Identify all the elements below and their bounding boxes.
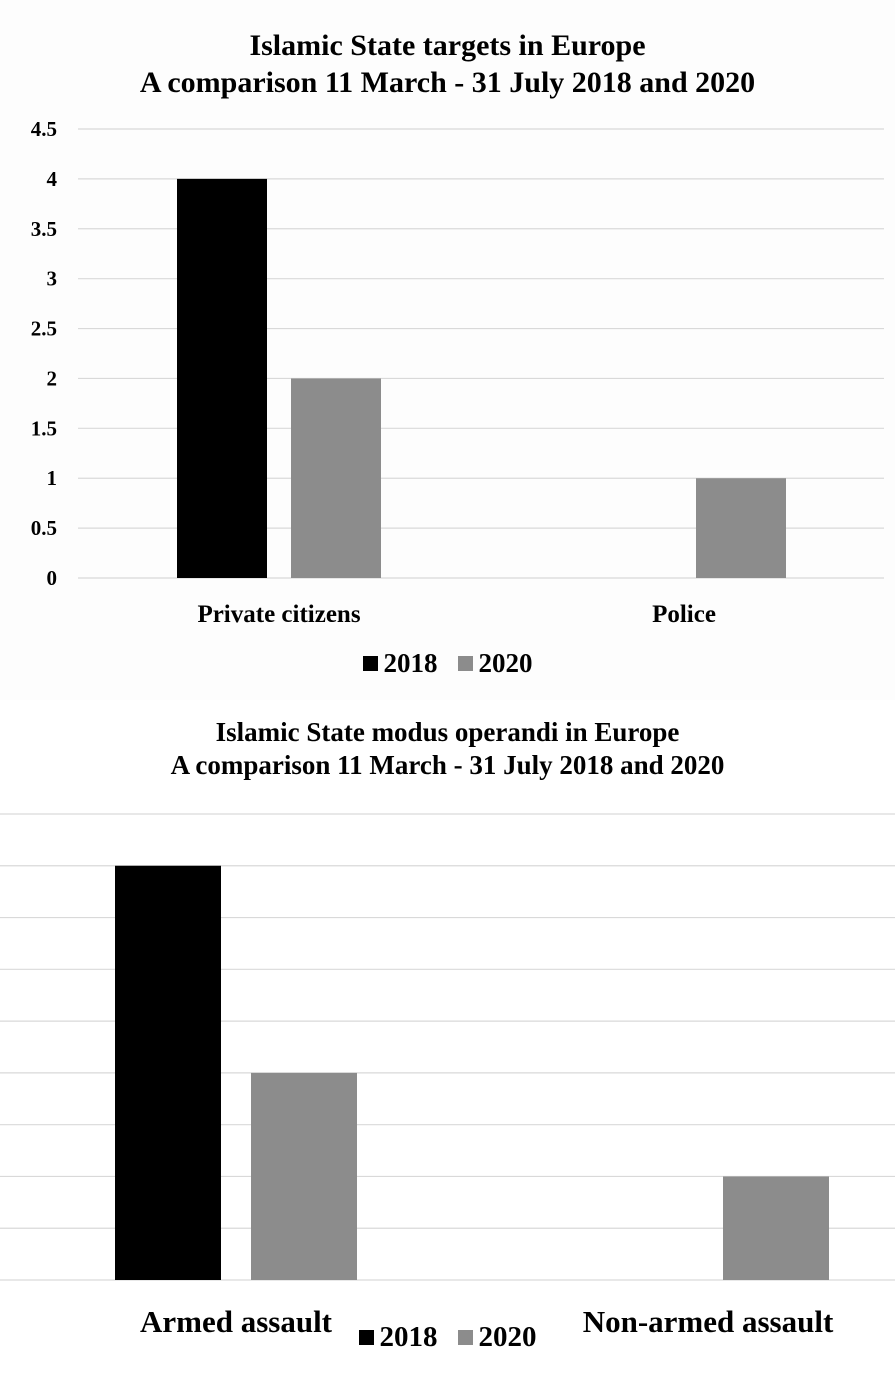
legend-label-2018: 2018 [379, 1321, 438, 1353]
y-tick-label: 1.5 [31, 416, 57, 440]
legend-label-2020: 2020 [478, 1321, 537, 1353]
y-tick-label: 0 [47, 566, 58, 590]
chart-title-line-1: Islamic State targets in Europe [249, 29, 646, 62]
chart-title-line-2: A comparison 11 March - 31 July 2018 and… [170, 749, 725, 780]
chart-title-line-2: A comparison 11 March - 31 July 2018 and… [139, 65, 756, 99]
bar-2020 [723, 1176, 829, 1280]
y-tick-label: 2 [47, 366, 58, 390]
modus-operandi-chart-plot: Armed assault Non-armed assault [0, 813, 895, 1339]
chart-legend: 2018 2020 [0, 1321, 895, 1354]
legend-swatch-2018 [358, 1330, 374, 1345]
legend-item-2020: 2020 [457, 1321, 537, 1354]
legend-item-2018: 2018 [362, 648, 438, 679]
targets-chart-plot: 0 0.5 1 1.5 2 2.5 3 3.5 4 4.5 Private citizens Poli… [31, 117, 884, 628]
y-tick-label: 2.5 [31, 317, 57, 341]
legend-swatch-2020 [457, 1330, 473, 1345]
legend-item-2018: 2018 [358, 1321, 438, 1354]
chart-legend: 2018 2020 [0, 648, 895, 679]
bar-2020 [291, 378, 381, 578]
legend-label-2020: 2020 [478, 648, 533, 678]
chart-title: Islamic State modus operandi in Europe A… [0, 716, 895, 782]
bar-2018 [177, 178, 267, 578]
x-category-label: Non-armed assault [583, 1304, 834, 1339]
modus-operandi-chart: Islamic State modus operandi in Europe A… [0, 700, 895, 1391]
bar-2020 [251, 1072, 357, 1280]
legend-item-2020: 2020 [457, 648, 533, 679]
y-tick-label: 1 [47, 466, 58, 490]
y-tick-label: 3.5 [31, 217, 57, 241]
y-tick-label: 3 [47, 267, 58, 291]
y-tick-label: 4.5 [31, 117, 57, 141]
bar-2018 [115, 865, 221, 1280]
x-category-label: Armed assault [140, 1304, 333, 1339]
y-tick-label: 0.5 [31, 516, 57, 540]
chart-title-line-1: Islamic State modus operandi in Europe [215, 717, 680, 747]
legend-label-2018: 2018 [383, 648, 438, 678]
chart-title: Islamic State targets in Europe A compar… [0, 28, 895, 101]
bar-2020 [696, 478, 786, 578]
legend-swatch-2020 [457, 656, 473, 671]
x-category-label: Police [652, 601, 716, 628]
targets-chart: Islamic State targets in Europe A compar… [0, 28, 895, 679]
y-tick-label: 4 [47, 167, 58, 191]
legend-swatch-2018 [362, 656, 378, 671]
x-category-label: Private citizens [197, 601, 360, 628]
